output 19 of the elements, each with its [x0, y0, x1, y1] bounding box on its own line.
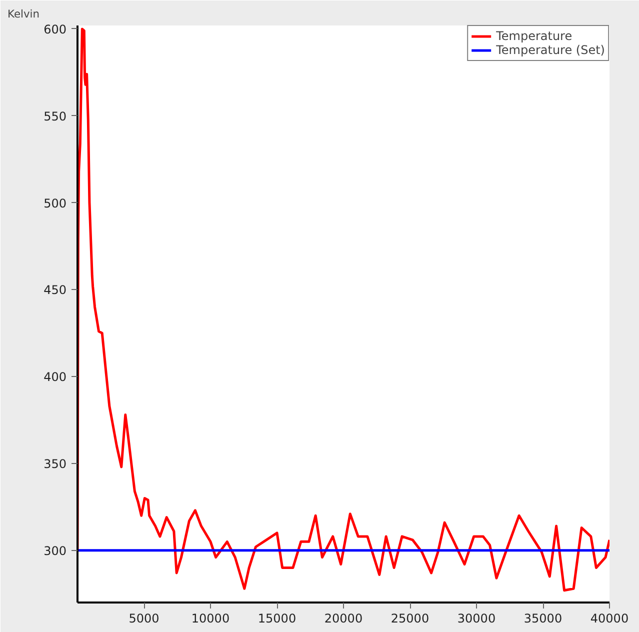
y-tick-label: 300	[44, 544, 66, 558]
x-tick-label: 20000	[324, 612, 363, 626]
x-tick-label: 35000	[524, 612, 562, 626]
line-series	[78, 28, 610, 592]
x-tick-label: 25000	[390, 612, 430, 626]
y-axis-title: Kelvin	[8, 8, 40, 20]
y-tick-label: 400	[44, 370, 66, 384]
y-tick-label: 550	[44, 109, 66, 124]
x-tick-label: 40000	[590, 612, 629, 626]
x-tick-label: 10000	[191, 612, 230, 626]
y-tick-label: 350	[44, 456, 66, 471]
legend-label: Temperature	[496, 29, 572, 43]
y-tick-label: 500	[44, 196, 66, 210]
x-tick-label: 5000	[128, 612, 160, 626]
x-tick-label: 15000	[258, 612, 296, 626]
legend-label: Temperature (Set)	[496, 43, 605, 57]
x-tick-label: 30000	[457, 612, 496, 626]
y-tick-label: 450	[44, 283, 66, 298]
y-tick-label: 600	[44, 22, 66, 36]
